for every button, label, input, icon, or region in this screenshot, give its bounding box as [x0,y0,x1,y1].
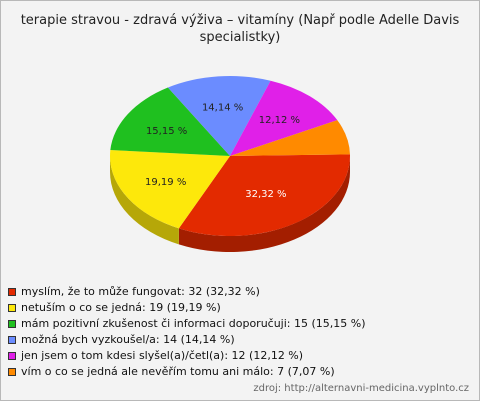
slice-value-label-1: 19,19 % [145,177,186,188]
pie-side-0 [178,156,350,252]
pie-side-walls [110,156,350,252]
pie-side-1 [110,156,179,245]
legend-swatch [8,336,16,344]
chart-legend: myslím, že to může fungovat: 32 (32,32 %… [8,284,366,380]
pie-slice-4 [230,80,338,156]
legend-swatch [8,288,16,296]
pie-slice-2 [110,87,230,156]
legend-label: myslím, že to může fungovat: 32 (32,32 %… [21,285,260,298]
slice-value-label-0: 32,32 % [245,189,286,200]
legend-label: netuším o co se jedná: 19 (19,19 %) [21,301,221,314]
legend-swatch [8,368,16,376]
legend-item: mám pozitivní zkušenost či informaci dop… [8,316,366,332]
legend-item: vím o co se jedná ale nevěřím tomu ani m… [8,364,366,380]
pie-slice-1 [110,149,230,229]
legend-item: jen jsem o tom kdesi slyšel(a)/četl(a): … [8,348,366,364]
slice-value-label-4: 12,12 % [259,115,300,126]
pie-slice-3 [167,75,271,156]
legend-label: jen jsem o tom kdesi slyšel(a)/četl(a): … [21,349,304,362]
legend-swatch [8,320,16,328]
legend-item: myslím, že to může fungovat: 32 (32,32 %… [8,284,366,300]
pie-slice-5 [230,120,350,156]
source-note: zdroj: http://alternavni-medicina.vyplnt… [253,383,469,394]
legend-label: vím o co se jedná ale nevěřím tomu ani m… [21,365,335,378]
chart-title: terapie stravou - zdravá výživa – vitamí… [20,13,460,45]
pie-chart: 32,32 % 19,19 % 15,15 % 14,14 % 12,12 % [110,75,350,252]
slice-value-label-3: 14,14 % [202,103,243,114]
legend-label: možná bych vyzkoušel/a: 14 (14,14 %) [21,333,235,346]
legend-swatch [8,304,16,312]
legend-item: možná bych vyzkoušel/a: 14 (14,14 %) [8,332,366,348]
legend-swatch [8,352,16,360]
pie-slice-0 [178,154,350,236]
pie-slices [110,75,350,236]
legend-item: netuším o co se jedná: 19 (19,19 %) [8,300,366,316]
slice-value-label-2: 15,15 % [146,126,187,137]
legend-label: mám pozitivní zkušenost či informaci dop… [21,317,366,330]
